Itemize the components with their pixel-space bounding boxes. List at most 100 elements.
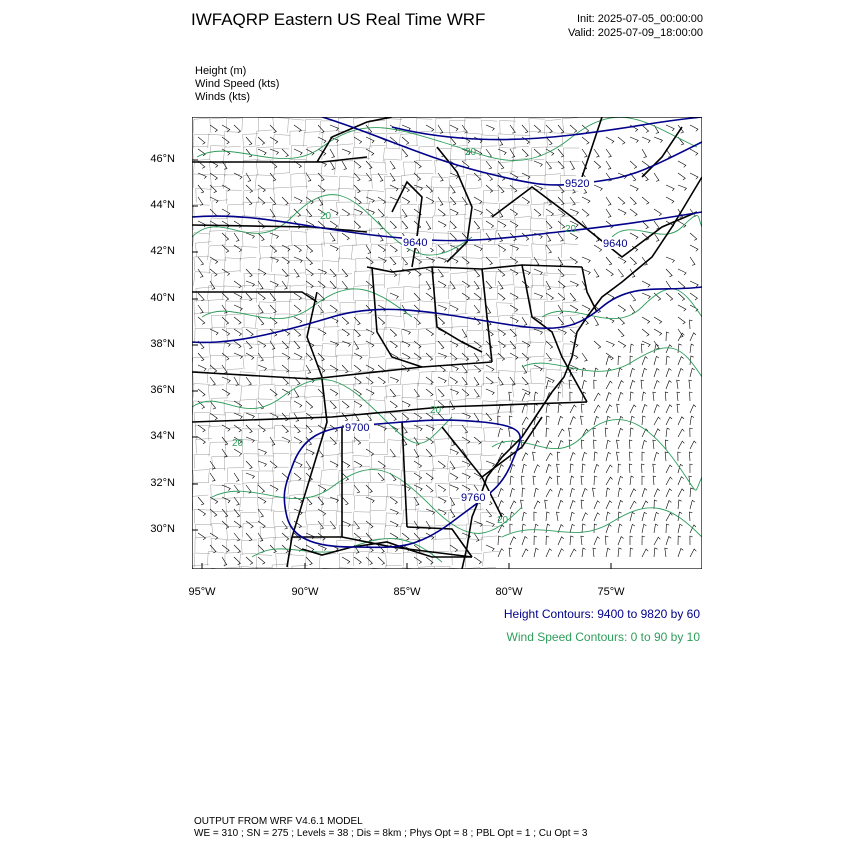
county-line — [368, 399, 385, 414]
wind-barb — [293, 436, 303, 444]
wind-barb — [389, 376, 399, 383]
wind-barb — [401, 220, 409, 230]
county-boundaries — [192, 117, 580, 569]
county-line — [192, 564, 209, 569]
wind-barb — [641, 367, 648, 378]
county-line — [511, 400, 529, 415]
county-line — [401, 174, 418, 190]
county-line — [352, 511, 370, 526]
county-line — [529, 329, 546, 344]
wind-barb — [413, 220, 422, 229]
county-line — [416, 118, 433, 133]
wind-barb — [521, 416, 529, 426]
wind-barb — [605, 523, 612, 534]
wind-barb — [341, 520, 351, 527]
wind-barb — [353, 328, 361, 337]
wind-barb — [677, 451, 681, 462]
county-line — [210, 326, 228, 343]
wind-barb — [269, 484, 279, 492]
wind-barb — [509, 352, 519, 360]
wind-barb — [245, 184, 254, 193]
county-line — [223, 270, 241, 286]
county-line — [563, 147, 580, 162]
wind-barb — [317, 520, 324, 530]
wind-barb — [689, 332, 697, 342]
county-line — [352, 439, 369, 455]
wind-barb — [593, 268, 600, 278]
wind-barb — [353, 340, 360, 350]
wind-barb — [508, 547, 513, 558]
wind-barb — [281, 148, 289, 157]
county-line — [305, 425, 323, 441]
wind-barb — [329, 316, 339, 324]
wind-barb — [257, 496, 267, 504]
wind-barb — [665, 344, 673, 354]
wind-barb — [305, 256, 314, 265]
wind-barb — [569, 416, 576, 426]
wind-barb — [281, 268, 289, 278]
wind-barb — [665, 268, 673, 278]
wind-barb — [353, 388, 362, 397]
county-line — [432, 187, 450, 202]
county-line — [543, 272, 561, 287]
wind-barb — [641, 328, 650, 337]
wind-barb — [677, 428, 685, 438]
wind-barb — [521, 148, 529, 157]
county-line — [483, 371, 500, 386]
wind-barb — [197, 256, 204, 266]
wind-barb — [221, 484, 231, 491]
wind-barb — [677, 292, 686, 301]
wind-barb — [593, 451, 598, 462]
wind-barb — [485, 544, 495, 552]
wind-barb — [533, 535, 538, 546]
county-line — [497, 133, 515, 148]
wind-barb — [509, 268, 519, 276]
wind-barb — [233, 448, 243, 456]
county-line — [304, 510, 322, 526]
wind-barb — [521, 475, 525, 486]
lat-label: 38°N — [150, 338, 175, 350]
county-line — [402, 456, 419, 471]
wind-barb — [593, 379, 597, 390]
wind-barb — [581, 403, 585, 414]
wind-barb — [413, 340, 422, 349]
wind-barb — [437, 496, 447, 504]
wind-barb — [401, 364, 410, 373]
wind-barb — [677, 304, 687, 312]
county-line — [335, 511, 353, 526]
wind-barb — [521, 268, 531, 276]
wind-barb — [665, 380, 672, 390]
county-line — [385, 242, 402, 258]
wind-barb — [377, 316, 386, 325]
wind-barb — [389, 244, 398, 253]
county-line — [530, 259, 548, 274]
wind-barb — [461, 460, 471, 467]
wind-barb — [221, 508, 229, 518]
county-line — [494, 230, 513, 245]
wind-barb — [689, 415, 695, 426]
wind-barb — [641, 292, 651, 299]
county-line — [239, 497, 257, 512]
wind-barb — [233, 508, 241, 518]
wind-barb — [485, 412, 493, 422]
wind-barb — [317, 364, 326, 373]
county-line — [208, 299, 225, 315]
county-line — [304, 327, 321, 342]
wind-barb — [209, 280, 216, 290]
wind-barb — [557, 548, 564, 558]
county-line — [210, 397, 228, 413]
wind-barb — [449, 400, 456, 410]
wind-barb — [425, 508, 435, 515]
wind-barb — [653, 499, 658, 510]
wind-barb — [509, 536, 517, 546]
wind-barb — [329, 496, 339, 503]
wind-barb — [341, 400, 350, 409]
wind-barb — [461, 388, 470, 397]
wind-barb — [293, 292, 303, 301]
wind-barb — [557, 440, 564, 450]
wind-barb — [581, 148, 588, 158]
wind-barb — [257, 304, 264, 314]
wind-barb — [425, 220, 432, 230]
county-line — [384, 456, 401, 471]
wind-barb — [545, 160, 552, 170]
